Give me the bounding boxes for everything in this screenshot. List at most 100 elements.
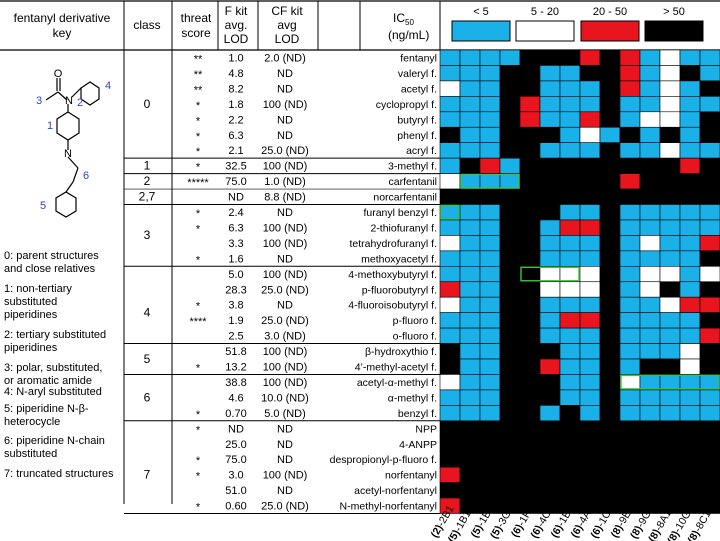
compound-name-21: acetyl-α-methyl f. xyxy=(357,377,437,389)
cell-r22-c5 xyxy=(539,389,561,406)
cell-r18-c12 xyxy=(679,327,701,344)
compound-name-16: 4-fluoroisobutyryl f. xyxy=(348,300,437,312)
cell-r17-c4 xyxy=(519,312,541,329)
key-header-line2: key xyxy=(53,26,72,40)
cell-r4-c7 xyxy=(579,111,601,128)
cell-r18-c3 xyxy=(499,327,521,344)
cell-r26-c4 xyxy=(519,451,541,468)
cell-r5-c0 xyxy=(439,126,461,143)
bond-chain-2 xyxy=(72,167,79,183)
cell-r5-c12 xyxy=(679,126,701,143)
cell-r13-c1 xyxy=(459,250,481,267)
cell-r5-c3 xyxy=(499,126,521,143)
cell-r15-c10 xyxy=(639,281,661,298)
cell-r22-c2 xyxy=(479,389,501,406)
cfkit-lod-18: 3.0 (ND) xyxy=(264,331,306,343)
key-legend-1-line-2: piperidines xyxy=(4,309,58,321)
cell-r28-c0 xyxy=(439,482,461,499)
cell-r20-c5 xyxy=(539,358,561,375)
cell-r4-c12 xyxy=(679,111,701,128)
cell-r6-c2 xyxy=(479,142,501,159)
fkit-lod-22: 4.6 xyxy=(228,392,243,404)
cell-r19-c13 xyxy=(699,343,720,360)
cell-r27-c0 xyxy=(439,466,461,483)
cell-r21-c7 xyxy=(579,374,601,391)
structure-position-3: 1 xyxy=(47,120,53,132)
cell-r28-c3 xyxy=(499,482,521,499)
cell-r17-c7 xyxy=(579,312,601,329)
structure-position-2: 4 xyxy=(105,80,111,92)
cell-r22-c1 xyxy=(459,389,481,406)
cell-r7-c1 xyxy=(459,157,481,174)
cell-r27-c5 xyxy=(539,466,561,483)
cell-r20-c11 xyxy=(659,358,681,375)
cell-r24-c0 xyxy=(439,420,461,437)
legend-label-0: < 5 xyxy=(473,6,489,18)
cell-r21-c9 xyxy=(619,374,641,391)
key-legend-3-line-1: or aromatic amide xyxy=(4,375,92,387)
cell-r6-c8 xyxy=(599,142,621,159)
cell-r12-c5 xyxy=(539,235,561,252)
fkit-lod-12: 3.3 xyxy=(228,238,243,250)
cell-r6-c12 xyxy=(679,142,701,159)
cell-r12-c12 xyxy=(679,235,701,252)
cell-r8-c0 xyxy=(439,173,461,190)
cell-r18-c11 xyxy=(659,327,681,344)
cell-r9-c13 xyxy=(699,188,720,205)
cell-r12-c9 xyxy=(619,235,641,252)
cell-r24-c3 xyxy=(499,420,521,437)
cell-r13-c0 xyxy=(439,250,461,267)
key-legend-5-line-0: 5: piperidine N-β- xyxy=(4,403,89,415)
cell-r23-c8 xyxy=(599,405,621,422)
cell-r26-c12 xyxy=(679,451,701,468)
cell-r11-c5 xyxy=(539,219,561,236)
threat-score-8: ***** xyxy=(187,177,209,189)
cell-r4-c9 xyxy=(619,111,641,128)
cfkit-lod-15: 25.0 (ND) xyxy=(261,284,309,296)
piperidine-ring xyxy=(56,111,80,141)
cell-r6-c6 xyxy=(559,142,581,159)
cell-r10-c1 xyxy=(459,204,481,221)
cell-r25-c11 xyxy=(659,435,681,452)
cell-r0-c3 xyxy=(499,49,521,66)
cell-r3-c9 xyxy=(619,96,641,113)
cell-r12-c7 xyxy=(579,235,601,252)
column-labels: (2)-2B1(5)-1B1‡(5)-1B1(5)-3G1(6)-1F5(6)-… xyxy=(429,503,717,541)
cfkit-lod-9: 8.8 (ND) xyxy=(264,192,306,204)
cell-r1-c11 xyxy=(659,65,681,82)
class-header: class xyxy=(133,18,160,32)
cell-r0-c13 xyxy=(699,49,720,66)
cell-r5-c9 xyxy=(619,126,641,143)
cell-r6-c0 xyxy=(439,142,461,159)
cell-r3-c6 xyxy=(559,96,581,113)
compound-name-10: furanyl benzyl f. xyxy=(363,207,437,219)
cell-r13-c8 xyxy=(599,250,621,267)
cell-r8-c12 xyxy=(679,173,701,190)
cell-r11-c3 xyxy=(499,219,521,236)
cell-r27-c1 xyxy=(459,466,481,483)
cell-r5-c13 xyxy=(699,126,720,143)
cell-r2-c7 xyxy=(579,80,601,97)
cell-r3-c12 xyxy=(679,96,701,113)
key-legend-3-line-0: 3: polar, substituted, xyxy=(4,362,102,374)
cell-r12-c1 xyxy=(459,235,481,252)
cell-r24-c13 xyxy=(699,420,720,437)
cell-r7-c5 xyxy=(539,157,561,174)
cell-r4-c2 xyxy=(479,111,501,128)
cell-r4-c6 xyxy=(559,111,581,128)
cell-r26-c10 xyxy=(639,451,661,468)
cell-r0-c0 xyxy=(439,49,461,66)
cell-r28-c12 xyxy=(679,482,701,499)
fkit-lod-17: 1.9 xyxy=(228,315,243,327)
class-label-1: 1 xyxy=(144,159,151,173)
cell-r19-c11 xyxy=(659,343,681,360)
cell-r3-c11 xyxy=(659,96,681,113)
cell-r15-c9 xyxy=(619,281,641,298)
cell-r11-c0 xyxy=(439,219,461,236)
cell-r0-c5 xyxy=(539,49,561,66)
threat-score-24: * xyxy=(196,424,201,436)
cell-r22-c8 xyxy=(599,389,621,406)
